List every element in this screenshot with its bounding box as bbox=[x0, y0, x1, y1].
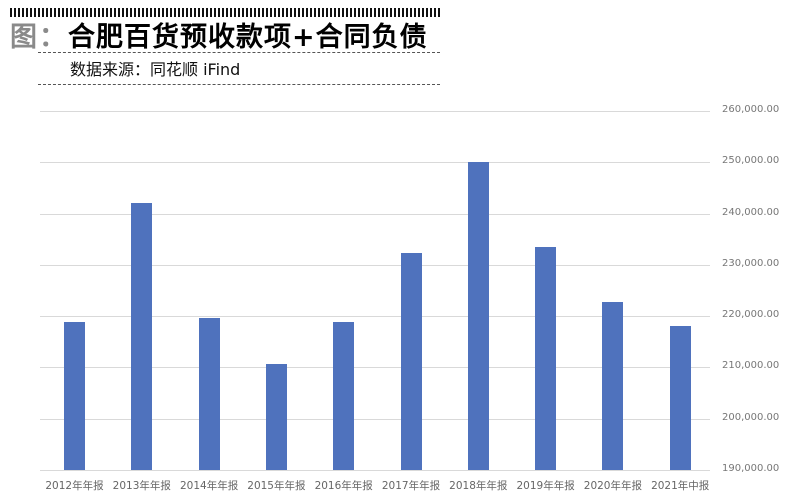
source-divider bbox=[38, 84, 440, 85]
x-tick-label: 2014年年报 bbox=[179, 480, 239, 492]
x-tick-label: 2013年年报 bbox=[112, 480, 171, 492]
data-source: 数据来源：同花顺 iFind bbox=[70, 60, 241, 79]
bar bbox=[333, 321, 355, 470]
gridline bbox=[40, 367, 710, 369]
bar bbox=[265, 363, 287, 470]
x-tick-label: 2016年年报 bbox=[314, 480, 373, 492]
y-tick-label: 230,000.00 bbox=[722, 257, 780, 269]
gridline bbox=[40, 111, 710, 112]
bar bbox=[669, 325, 691, 470]
x-tick-label: 2018年年报 bbox=[449, 480, 508, 492]
y-tick-label: 190,000.00 bbox=[722, 463, 780, 474]
title-divider bbox=[38, 52, 440, 53]
gridline bbox=[40, 470, 710, 471]
gridline bbox=[40, 316, 710, 318]
bar bbox=[467, 162, 489, 470]
bar bbox=[602, 301, 624, 470]
y-tick-label: 240,000.00 bbox=[722, 206, 780, 218]
title-prefix: 图： bbox=[10, 21, 68, 53]
bar bbox=[64, 321, 85, 470]
x-tick-label: 2017年年报 bbox=[381, 480, 441, 492]
chart-title: 合肥百货预收款项+合同负债 bbox=[68, 21, 428, 53]
plot-area bbox=[40, 100, 710, 480]
y-tick-label: 200,000.00 bbox=[722, 411, 780, 423]
x-tick-label: 2015年年报 bbox=[247, 480, 306, 492]
y-tick-label: 260,000.00 bbox=[722, 104, 780, 115]
header-top-rule bbox=[10, 8, 440, 17]
bar bbox=[131, 202, 153, 470]
bar bbox=[198, 318, 220, 470]
y-tick-label: 210,000.00 bbox=[722, 360, 780, 372]
chart-title-row: 图： 合肥百货预收款项+合同负债 bbox=[10, 17, 428, 53]
bar bbox=[535, 246, 557, 470]
x-tick-label: 2012年年报 bbox=[45, 480, 104, 492]
gridline bbox=[40, 418, 710, 420]
gridline bbox=[40, 264, 710, 266]
x-tick-label: 2020年年报 bbox=[583, 480, 642, 492]
gridline bbox=[40, 162, 710, 164]
x-tick-label: 2019年年报 bbox=[516, 480, 575, 492]
bar bbox=[400, 253, 422, 470]
gridline bbox=[40, 213, 710, 215]
x-tick-label: 2021年中报 bbox=[651, 480, 710, 492]
y-tick-label: 250,000.00 bbox=[722, 155, 780, 167]
y-tick-label: 220,000.00 bbox=[722, 309, 780, 321]
